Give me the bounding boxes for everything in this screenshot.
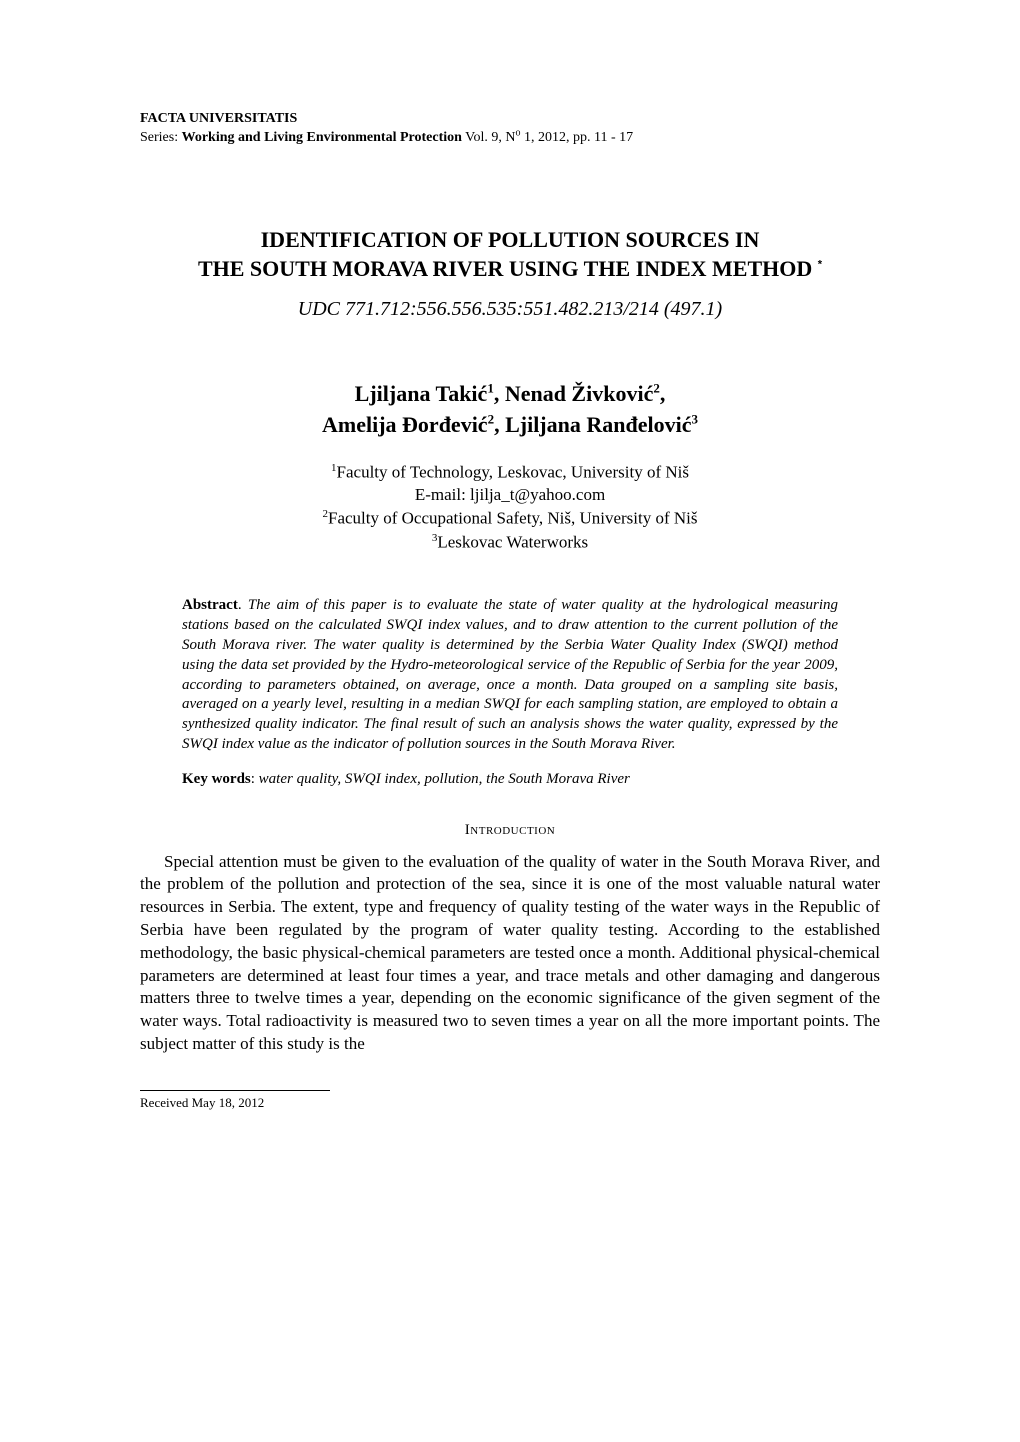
- author-4: Ljiljana Ranđelović: [505, 412, 691, 437]
- author-3: Amelija Đorđević: [322, 412, 488, 437]
- series-prefix: Series:: [140, 130, 182, 145]
- series-tail-pre: Vol. 9, N: [462, 130, 516, 145]
- keywords-sep: :: [251, 771, 259, 787]
- series-tail-post: 1, 2012, pp. 11 - 17: [520, 130, 633, 145]
- affil-1-text: Faculty of Technology, Leskovac, Univers…: [337, 462, 689, 481]
- abstract-label: Abstract: [182, 597, 238, 613]
- section-heading-introduction: Introduction: [140, 822, 880, 839]
- intro-paragraph: Special attention must be given to the e…: [140, 851, 880, 1056]
- keywords-body: water quality, SWQI index, pollution, th…: [259, 771, 630, 787]
- series-line: Series: Working and Living Environmental…: [140, 130, 633, 145]
- abstract-body: The aim of this paper is to evaluate the…: [182, 597, 838, 752]
- received-footnote: Received May 18, 2012: [140, 1095, 880, 1111]
- affil-3-text: Leskovac Waterworks: [437, 532, 588, 551]
- abstract-block: Abstract. The aim of this paper is to ev…: [182, 596, 838, 754]
- author-sep-3: ,: [494, 412, 505, 437]
- title-line-2: THE SOUTH MORAVA RIVER USING THE INDEX M…: [198, 256, 812, 281]
- running-head: FACTA UNIVERSITATIS Series: Working and …: [140, 110, 880, 147]
- affil-email: E-mail: ljilja_t@yahoo.com: [415, 485, 605, 504]
- abstract-sep: .: [238, 597, 248, 613]
- author-1: Ljiljana Takić: [355, 381, 488, 406]
- author-2: Nenad Živković: [505, 381, 654, 406]
- series-name: Working and Living Environmental Protect…: [182, 130, 462, 145]
- author-sep-1: ,: [494, 381, 505, 406]
- paper-title: IDENTIFICATION OF POLLUTION SOURCES IN T…: [140, 225, 880, 284]
- page: FACTA UNIVERSITATIS Series: Working and …: [0, 0, 1020, 1442]
- udc-code: UDC 771.712:556.556.535:551.482.213/214 …: [140, 298, 880, 321]
- affiliations-block: 1Faculty of Technology, Leskovac, Univer…: [140, 461, 880, 555]
- authors-block: Ljiljana Takić1, Nenad Živković2, Amelij…: [140, 379, 880, 441]
- keywords-label: Key words: [182, 771, 251, 787]
- author-sep-2: ,: [660, 381, 666, 406]
- journal-name: FACTA UNIVERSITATIS: [140, 111, 297, 126]
- title-footnote-marker: *: [818, 259, 822, 271]
- footnote-rule: [140, 1090, 330, 1091]
- title-line-1: IDENTIFICATION OF POLLUTION SOURCES IN: [261, 227, 760, 252]
- author-4-affil: 3: [691, 412, 698, 427]
- keywords-block: Key words: water quality, SWQI index, po…: [182, 771, 838, 788]
- affil-2-text: Faculty of Occupational Safety, Niš, Uni…: [328, 509, 698, 528]
